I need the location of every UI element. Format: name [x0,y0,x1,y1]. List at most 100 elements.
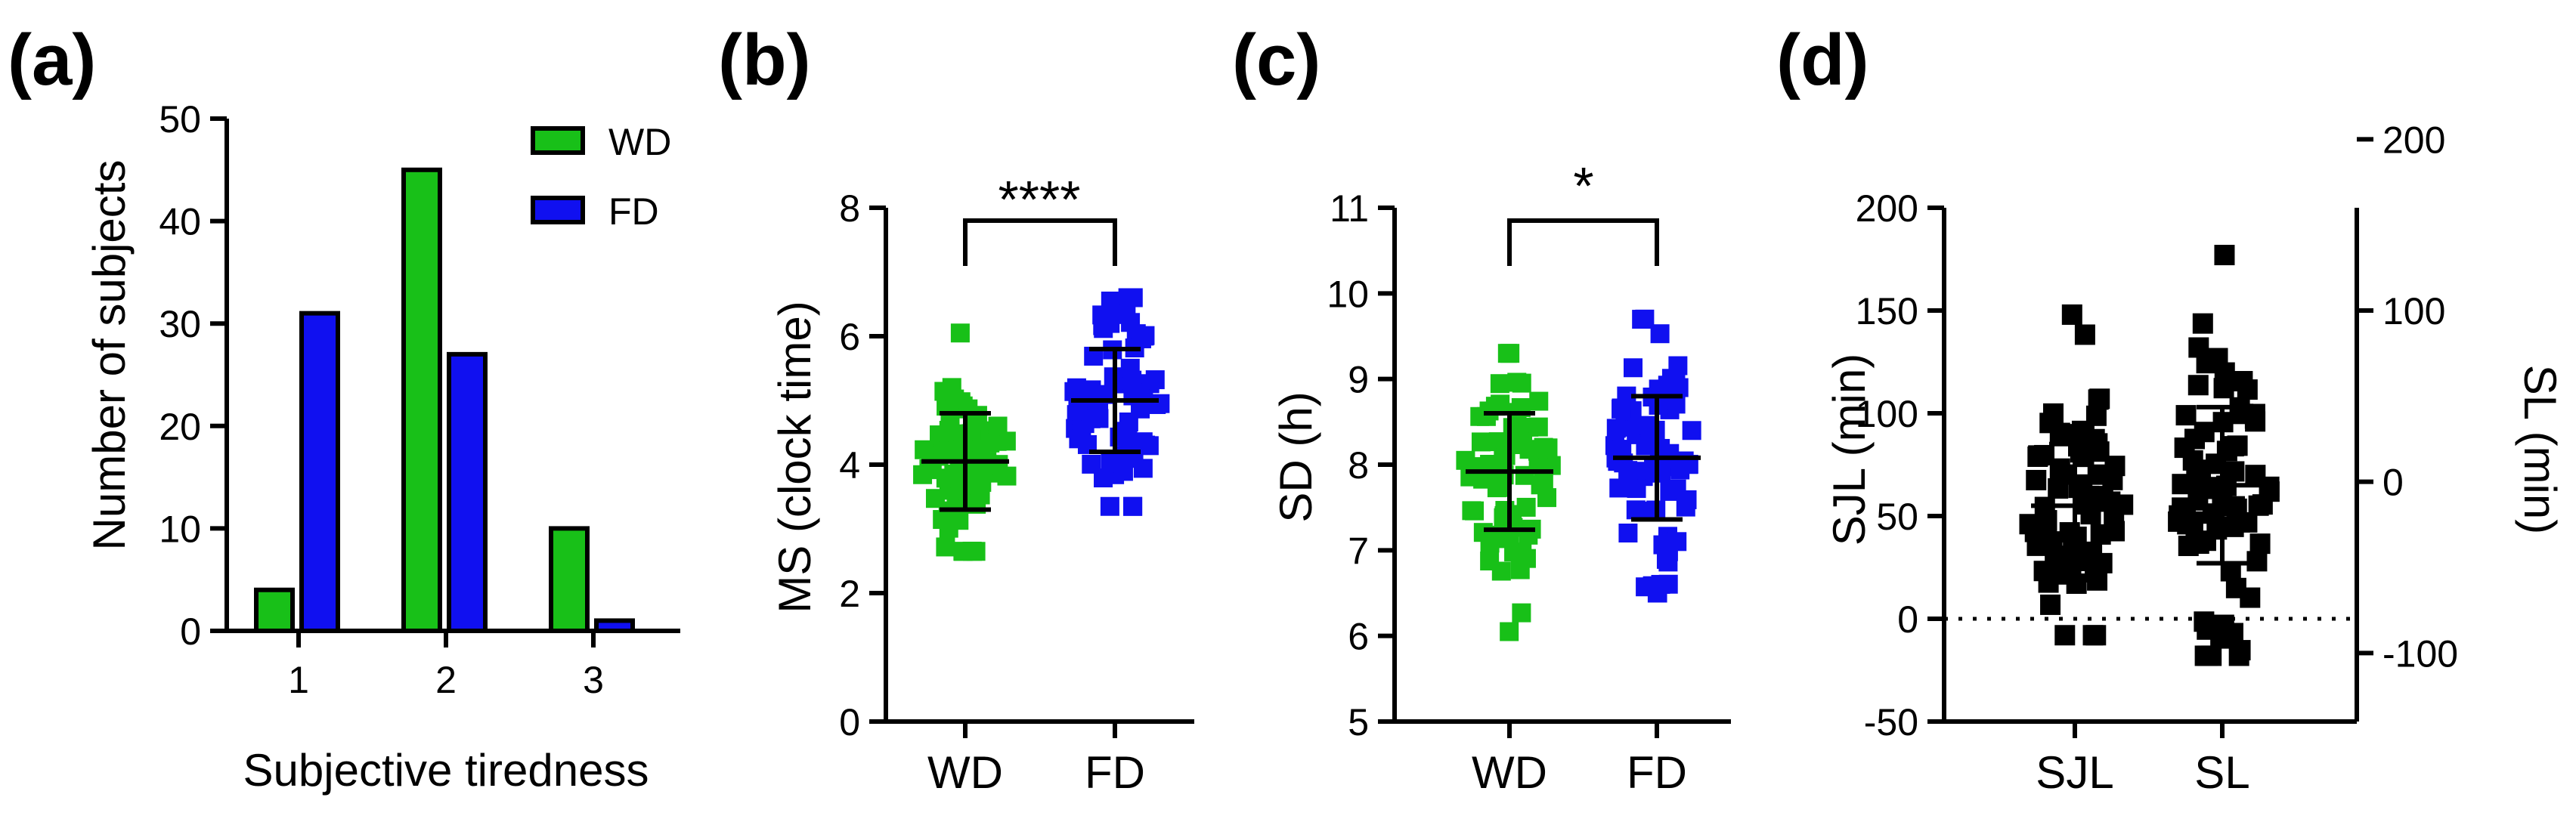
point-sl [2194,611,2215,632]
point-fd [1094,319,1113,338]
panel-c-significance: * [1573,156,1593,215]
point-fd [1658,552,1678,572]
point-wd [1500,344,1520,363]
bar-wd-3 [549,526,590,634]
panel-b-points [913,288,1170,561]
panel-a-bar-chart: 0 10 20 30 40 50 1 2 3 Number of subjects Subjec… [84,98,680,796]
panel-b-ytick-label: 0 [839,701,860,743]
panel-label-a: (a) [8,20,96,100]
point-wd [943,504,963,524]
panel-b-xtick-label: WD [927,747,1003,798]
point-sl [2201,645,2222,666]
point-sl [2224,461,2245,482]
point-sjl [2034,444,2055,465]
point-wd [1491,394,1510,414]
panel-a-xtick-label: 2 [435,659,457,701]
point-wd [954,542,974,561]
point-sjl [2040,594,2061,615]
panel-a-bars [254,167,635,634]
point-fd [1650,324,1670,344]
panel-c-points [1456,309,1701,641]
point-wd [1500,622,1519,641]
panel-c-xtick-label: FD [1627,747,1687,798]
bar-fd-1 [299,311,340,633]
legend-swatch-fd [531,196,585,224]
point-wd [988,416,1008,436]
panel-c-ytick-label: 6 [1348,616,1369,658]
point-sl [2188,337,2209,358]
point-wd [950,323,970,343]
point-wd [915,440,934,459]
panel-a-ytick-label: 10 [159,508,201,550]
panel-a-xtick-label: 1 [288,659,309,701]
panel-d-ylabel-right: SL (min) [2515,365,2565,534]
panel-b-ylabel: MS (clock time) [769,301,820,613]
panel-d-ytick-right-label: 0 [2382,462,2404,504]
panel-c-ylabel: SD (h) [1271,391,1321,522]
point-fd [1636,577,1655,597]
panel-c-ytick-label: 10 [1327,273,1369,315]
point-wd [1519,440,1539,459]
panel-a-legend: WD FD [531,121,671,233]
point-sl [2252,494,2273,515]
point-fd [1667,532,1687,552]
point-sjl [2082,625,2104,646]
point-sl [2237,379,2258,400]
panel-d-points [2019,245,2280,666]
point-wd [1462,501,1482,521]
point-sl [2188,533,2209,555]
point-sjl [2085,405,2107,426]
legend-label-fd: FD [608,190,659,233]
panel-d-ylabel: SJL (min) [1824,354,1875,545]
point-sl [2192,313,2213,334]
point-wd [939,421,958,440]
panel-a-axes: 0 10 20 30 40 50 1 2 3 [159,98,680,701]
panel-b-ytick-label: 8 [839,187,860,230]
point-sl [2237,511,2258,533]
panel-a-ytick-label: 20 [159,406,201,448]
panel-c-axes: 5 6 7 8 9 10 11 WD FD [1327,187,1731,798]
panel-a-ylabel: Number of subjects [84,160,135,551]
point-sl [2246,551,2268,572]
point-wd [1510,560,1530,579]
point-fd [1132,329,1151,348]
point-sl [2223,436,2244,457]
point-wd [1529,391,1549,411]
point-sjl [2074,324,2095,345]
point-fd [1632,310,1652,329]
point-fd [1627,479,1646,499]
panel-c-ytick-label: 5 [1348,701,1369,743]
point-wd [936,537,955,557]
point-wd [1512,603,1531,623]
panel-d-ytick-label: -50 [1864,701,1918,743]
panel-a-xlabel: Subjective tiredness [243,745,649,796]
point-sjl [2061,304,2082,325]
point-fd [1668,356,1688,376]
point-sjl [2054,625,2076,646]
point-sl [2184,428,2206,450]
legend-swatch-wd [531,126,585,155]
point-sjl [2090,524,2111,545]
point-fd [1682,421,1701,440]
point-fd [1123,496,1143,516]
point-fd [1147,394,1166,414]
panel-b-significance: **** [999,170,1081,229]
panel-d-xtick-label: SJL [2036,747,2113,798]
legend-label-wd: WD [608,121,671,163]
point-sjl [2033,561,2054,582]
point-sl [2187,490,2209,511]
point-wd [1538,439,1558,459]
panel-d-ytick-label: 50 [1876,496,1918,538]
point-wd [934,382,954,401]
point-sl [2214,362,2235,383]
point-fd [1082,454,1101,474]
panel-a-ytick-label: 0 [180,610,201,653]
point-fd [1139,436,1159,456]
point-sl [2230,640,2251,661]
panel-label-c: (c) [1232,20,1321,100]
panel-b-ytick-label: 4 [839,444,860,487]
point-wd [997,466,1017,486]
point-wd [1507,372,1527,392]
panel-a-ytick-label: 40 [159,201,201,243]
